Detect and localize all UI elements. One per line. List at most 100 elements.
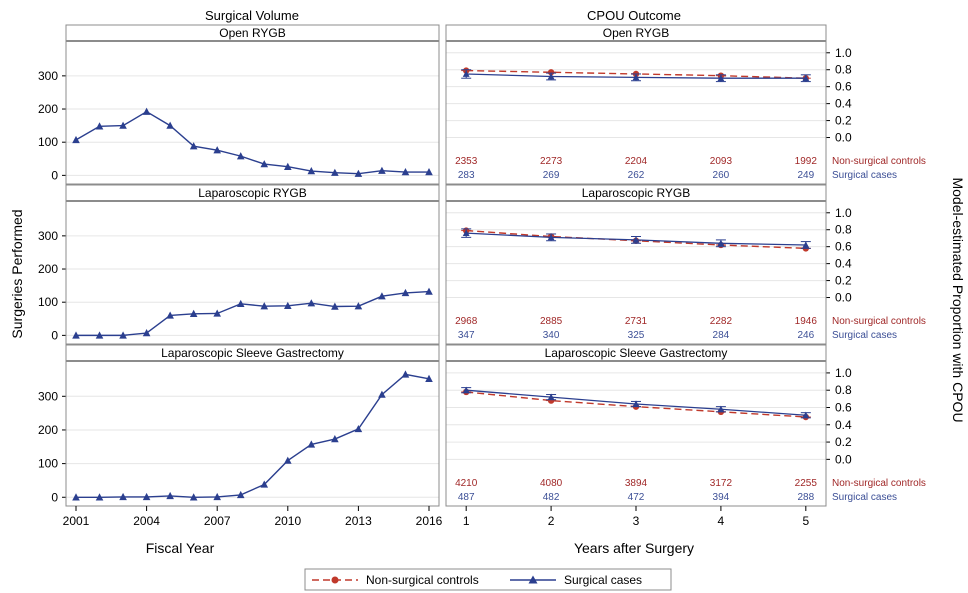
volume-point: [401, 370, 410, 378]
volume-point: [72, 331, 80, 339]
panel-title: Laparoscopic Sleeve Gastrectomy: [161, 346, 344, 360]
volume-point: [119, 121, 127, 129]
x-tick-label: 5: [802, 514, 809, 528]
count-controls: 2731: [625, 316, 648, 327]
panel-title: Open RYGB: [219, 26, 285, 40]
volume-point: [425, 168, 433, 176]
y-tick-label: 300: [38, 389, 58, 403]
volume-point: [119, 492, 127, 501]
panel-cpou-2: Laparoscopic Sleeve Gastrectomy 0.0 0.2 0.4…: [445, 344, 926, 528]
x-tick-label: 2: [548, 514, 555, 528]
volume-point: [236, 152, 245, 160]
cases-point: [717, 239, 725, 247]
cases-point: [632, 73, 640, 81]
y-tick-label: 0.6: [835, 80, 852, 94]
y-tick-label: 0.2: [835, 435, 852, 449]
panel-title: Open RYGB: [603, 26, 669, 40]
volume-point: [354, 424, 363, 433]
x-tick-label: 3: [633, 514, 640, 528]
y-axis-title-left: Surgeries Performed: [9, 209, 25, 338]
volume-point: [189, 142, 198, 150]
cases-point: [632, 236, 640, 243]
x-axis-title-right: Years after Surgery: [574, 540, 694, 556]
panel-border: [65, 40, 440, 185]
volume-point: [331, 435, 339, 443]
y-tick-label: 1.0: [835, 206, 852, 220]
panel-border: [65, 360, 440, 507]
count-label-cases: Surgical cases: [832, 492, 897, 503]
cases-point: [462, 386, 470, 394]
volume-point: [425, 287, 433, 295]
legend-cases-marker: [528, 575, 538, 584]
y-tick-label: 0.2: [835, 274, 852, 288]
y-tick-label: 0.8: [835, 223, 852, 237]
y-tick-label: 0.8: [835, 383, 852, 397]
volume-point: [378, 390, 386, 398]
count-cases: 262: [628, 170, 645, 181]
legend-controls-label: Non-surgical controls: [366, 573, 479, 587]
volume-point: [142, 492, 151, 501]
count-cases: 347: [458, 330, 475, 341]
count-cases: 283: [458, 170, 475, 181]
count-controls: 4080: [540, 478, 563, 489]
volume-line: [76, 373, 430, 498]
volume-point: [166, 121, 174, 129]
column-title-cpou-outcome: CPOU Outcome: [587, 8, 681, 23]
cases-point: [462, 229, 470, 236]
count-label-cases: Surgical cases: [832, 330, 897, 341]
volume-line: [75, 110, 429, 175]
x-tick-label: 2013: [345, 514, 372, 528]
cases-point: [717, 405, 725, 413]
panel-border: [445, 200, 827, 345]
panel-cpou-0: Open RYGB 0.0 0.2 0.4 0.6 0.8 1.0 2353 283 2273 26…: [445, 24, 926, 185]
y-tick-label: 200: [38, 262, 58, 276]
y-tick-label: 0.4: [835, 257, 852, 271]
panel-title: Laparoscopic Sleeve Gastrectomy: [545, 346, 728, 360]
y-tick-label: 1.0: [835, 366, 852, 380]
count-label-controls: Non-surgical controls: [832, 156, 926, 167]
count-label-cases: Surgical cases: [832, 170, 897, 181]
volume-point: [213, 492, 221, 501]
x-tick-label: 2010: [274, 514, 301, 528]
count-label-controls: Non-surgical controls: [832, 316, 926, 327]
count-cases: 340: [543, 330, 560, 341]
y-tick-label: 0.6: [835, 400, 852, 414]
volume-point: [213, 309, 221, 317]
cases-point: [802, 241, 810, 248]
volume-point: [260, 302, 269, 310]
volume-point: [236, 299, 245, 308]
volume-point: [189, 309, 198, 318]
count-controls: 3894: [625, 478, 648, 489]
y-tick-label: 0.0: [835, 291, 852, 305]
y-tick-label: 0.6: [835, 240, 852, 254]
x-axis-title-left: Fiscal Year: [146, 540, 215, 556]
count-controls: 1992: [795, 156, 818, 167]
count-controls: 4210: [455, 478, 478, 489]
x-tick-label: 1: [463, 514, 470, 528]
count-label-controls: Non-surgical controls: [832, 478, 926, 489]
volume-point: [119, 331, 127, 339]
count-cases: 487: [458, 492, 475, 503]
volume-point: [189, 493, 198, 501]
volume-point: [378, 292, 386, 300]
volume-point: [284, 301, 292, 310]
volume-point: [95, 493, 104, 501]
count-cases: 249: [797, 170, 814, 181]
volume-point: [95, 122, 104, 130]
volume-point: [95, 331, 104, 339]
volume-point: [72, 135, 80, 144]
cases-point: [462, 70, 470, 77]
volume-point: [284, 162, 292, 170]
volume-point: [166, 491, 174, 500]
y-tick-label: 0.2: [835, 114, 852, 128]
volume-point: [72, 493, 80, 501]
count-controls: 2255: [795, 478, 818, 489]
volume-point: [284, 456, 292, 464]
panel-title: Laparoscopic RYGB: [582, 186, 691, 200]
y-tick-label: 100: [38, 135, 58, 149]
y-tick-label: 1.0: [835, 46, 852, 60]
x-tick-label: 2016: [416, 514, 443, 528]
y-tick-label: 0: [51, 168, 58, 182]
